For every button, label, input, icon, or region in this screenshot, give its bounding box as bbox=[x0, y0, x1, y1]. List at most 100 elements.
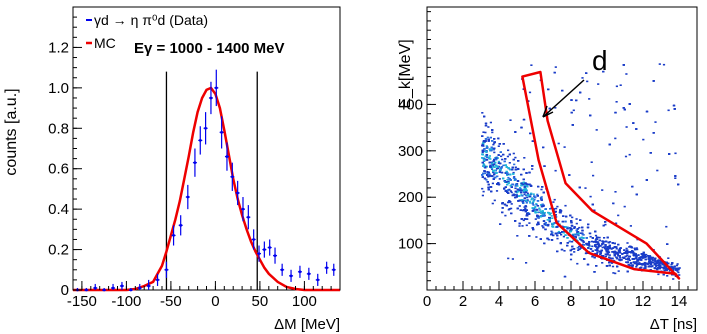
density-cell bbox=[522, 190, 526, 192]
density-cell bbox=[553, 222, 556, 224]
density-cell bbox=[669, 266, 672, 269]
density-cell bbox=[672, 278, 675, 280]
density-cell bbox=[626, 254, 629, 257]
density-cell bbox=[528, 171, 531, 174]
density-cell bbox=[559, 242, 562, 245]
density-cell bbox=[521, 200, 524, 203]
density-cell bbox=[547, 88, 550, 91]
density-cell bbox=[614, 111, 617, 114]
density-cell bbox=[520, 191, 523, 194]
density-cell bbox=[655, 264, 658, 266]
density-cell bbox=[649, 256, 652, 259]
deuteron-band-label: d bbox=[592, 45, 608, 76]
density-cell bbox=[581, 229, 584, 232]
density-cell bbox=[501, 207, 504, 209]
density-cell bbox=[628, 153, 631, 156]
density-cell bbox=[485, 179, 488, 181]
data-point bbox=[219, 116, 224, 149]
density-cell bbox=[540, 188, 543, 191]
density-cell bbox=[507, 182, 510, 184]
density-cell bbox=[485, 151, 488, 154]
data-point bbox=[267, 239, 272, 256]
density-cell bbox=[496, 167, 500, 169]
density-cell bbox=[561, 231, 564, 233]
density-cell bbox=[513, 163, 516, 166]
density-cell bbox=[587, 247, 590, 249]
data-point bbox=[262, 241, 267, 258]
density-cell bbox=[635, 128, 638, 130]
density-cell bbox=[497, 183, 500, 186]
density-cell bbox=[666, 275, 669, 277]
density-cell bbox=[569, 249, 572, 252]
density-cell bbox=[602, 224, 605, 227]
density-cell bbox=[604, 245, 607, 248]
density-cell bbox=[671, 262, 674, 264]
density-cell bbox=[492, 148, 495, 151]
density-cell bbox=[506, 174, 509, 176]
density-cell bbox=[595, 253, 598, 255]
density-cell bbox=[558, 232, 562, 234]
density-cell bbox=[642, 251, 645, 254]
density-cell bbox=[566, 242, 569, 244]
density-cell bbox=[595, 129, 598, 131]
density-cell bbox=[598, 250, 602, 253]
density-cell bbox=[641, 263, 644, 265]
density-cell bbox=[589, 235, 592, 238]
density-cell bbox=[615, 85, 618, 88]
density-cell bbox=[548, 107, 551, 110]
density-cell bbox=[676, 269, 679, 271]
density-cell bbox=[542, 205, 545, 207]
density-cell bbox=[676, 270, 679, 272]
density-cell bbox=[613, 253, 616, 256]
density-cell bbox=[566, 227, 569, 230]
left-y-tick-label: 0.8 bbox=[48, 120, 69, 137]
density-cell bbox=[510, 212, 513, 215]
density-cell bbox=[548, 218, 551, 221]
density-cell bbox=[503, 160, 506, 163]
density-cell bbox=[482, 142, 485, 144]
density-cell bbox=[522, 181, 525, 184]
density-cell bbox=[655, 262, 659, 264]
density-cell bbox=[485, 154, 488, 156]
density-cell bbox=[554, 169, 557, 172]
density-cell bbox=[604, 223, 607, 226]
density-cell bbox=[532, 193, 535, 195]
density-cell bbox=[490, 146, 493, 149]
density-cell bbox=[498, 168, 502, 171]
density-cell bbox=[585, 243, 588, 246]
density-cell bbox=[523, 157, 526, 159]
density-cell bbox=[576, 246, 579, 249]
density-cell bbox=[516, 235, 519, 237]
density-cell bbox=[665, 225, 668, 228]
density-cell bbox=[566, 226, 569, 229]
density-cell bbox=[520, 173, 523, 176]
density-cell bbox=[673, 267, 676, 269]
density-cell bbox=[497, 182, 500, 184]
density-cell bbox=[482, 163, 485, 165]
density-cell bbox=[570, 221, 573, 224]
density-cell bbox=[500, 171, 504, 174]
density-cell bbox=[533, 198, 536, 201]
density-cell bbox=[674, 269, 677, 271]
density-cell bbox=[652, 80, 655, 82]
density-cell bbox=[514, 183, 518, 186]
density-cell bbox=[563, 275, 567, 278]
density-cell bbox=[544, 222, 547, 224]
density-cell bbox=[666, 268, 669, 271]
density-cell bbox=[594, 249, 597, 251]
density-cell bbox=[518, 222, 521, 225]
density-cell bbox=[511, 168, 514, 171]
density-cell bbox=[644, 254, 647, 257]
density-cell bbox=[581, 77, 584, 79]
density-cell bbox=[526, 194, 529, 197]
density-cell bbox=[610, 248, 613, 250]
density-cell bbox=[617, 243, 620, 246]
density-cell bbox=[673, 108, 676, 110]
density-cell bbox=[657, 273, 660, 276]
density-cell bbox=[645, 262, 648, 265]
density-cell bbox=[495, 190, 499, 192]
density-cell bbox=[582, 237, 585, 239]
density-cell bbox=[529, 132, 532, 135]
density-cell bbox=[514, 196, 517, 199]
density-cell bbox=[585, 237, 588, 239]
